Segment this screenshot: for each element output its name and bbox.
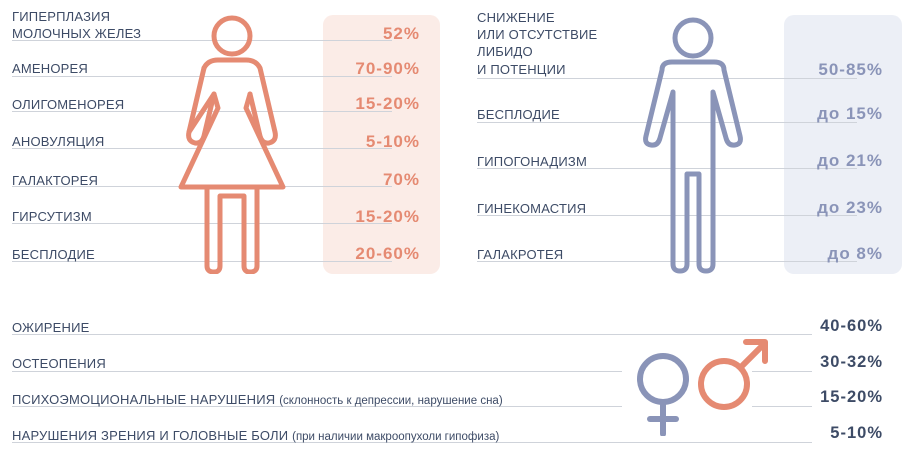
divider-line — [752, 371, 812, 372]
divider-line — [477, 261, 857, 262]
venus-symbol-icon — [637, 353, 689, 436]
female-item-label: ГИПЕРПЛАЗИЯ — [12, 9, 111, 24]
general-item-label-row: ПСИХОЭМОЦИОНАЛЬНЫЕ НАРУШЕНИЯ (склонность… — [12, 392, 503, 409]
divider-line — [12, 40, 392, 41]
mars-symbol-icon — [698, 339, 768, 410]
female-item-value: 15-20% — [355, 207, 420, 226]
male-figure-icon — [643, 17, 743, 274]
divider-line — [12, 334, 812, 335]
male-item-value: до 15% — [817, 104, 883, 123]
female-item-label: БЕСПЛОДИЕ — [12, 247, 95, 262]
general-item-value: 40-60% — [820, 317, 883, 335]
general-item-value: 15-20% — [820, 388, 883, 406]
female-item-value: 52% — [382, 24, 420, 43]
male-values-panel — [784, 15, 902, 274]
general-item-label: ОЖИРЕНИЕ — [12, 320, 90, 335]
divider-line — [477, 215, 857, 216]
general-item-label: ПСИХОЭМОЦИОНАЛЬНЫЕ НАРУШЕНИЯ — [12, 392, 276, 407]
divider-line — [12, 223, 392, 224]
general-item-label: ОСТЕОПЕНИЯ — [12, 356, 106, 371]
female-item-label: АМЕНОРЕЯ — [12, 61, 89, 76]
male-item-label: ГИПОГОНАДИЗМ — [477, 154, 587, 169]
general-item-value: 30-32% — [820, 353, 883, 371]
divider-line — [477, 122, 857, 123]
male-item-label: ГАЛАКРОТЕЯ — [477, 247, 564, 262]
female-values-panel — [323, 15, 440, 274]
divider-line — [12, 261, 392, 262]
male-item-label: ЛИБИДО — [477, 44, 533, 59]
divider-line — [477, 168, 857, 169]
divider-line — [12, 148, 392, 149]
general-item-note: (склонность к депрессии, нарушение сна) — [279, 395, 503, 407]
divider-line — [12, 442, 812, 443]
female-item-label: ОЛИГОМЕНОРЕЯ — [12, 97, 125, 112]
male-item-label: И ПОТЕНЦИИ — [477, 62, 566, 77]
female-item-label: АНОВУЛЯЦИЯ — [12, 134, 105, 149]
general-item-label: НАРУШЕНИЯ ЗРЕНИЯ И ГОЛОВНЫЕ БОЛИ — [12, 428, 289, 443]
divider-line — [12, 371, 622, 372]
divider-line — [12, 406, 622, 407]
general-item-value: 5-10% — [830, 424, 883, 442]
male-item-value: 50-85% — [818, 60, 883, 79]
female-item-value: 70% — [382, 170, 420, 189]
female-item-label: ГИРСУТИЗМ — [12, 209, 92, 224]
female-figure-icon — [178, 15, 286, 274]
male-item-label: ИЛИ ОТСУТСТВИЕ — [477, 27, 598, 42]
female-item-value: 20-60% — [355, 244, 420, 263]
general-item-label-row: НАРУШЕНИЯ ЗРЕНИЯ И ГОЛОВНЫЕ БОЛИ (при на… — [12, 428, 499, 445]
male-item-value: до 8% — [827, 244, 883, 263]
male-item-label: СНИЖЕНИЕ — [477, 10, 555, 25]
divider-line — [477, 78, 857, 79]
male-item-label: ГИНЕКОМАСТИЯ — [477, 201, 587, 216]
female-item-label: ГАЛАКТОРЕЯ — [12, 173, 99, 188]
male-item-label: БЕСПЛОДИЕ — [477, 107, 560, 122]
female-item-value: 5-10% — [365, 132, 420, 151]
female-item-value: 15-20% — [355, 94, 420, 113]
general-item-note: (при наличии макроопухоли гипофиза) — [292, 431, 500, 443]
male-item-value: до 23% — [817, 198, 883, 217]
female-item-value: 70-90% — [355, 59, 420, 78]
divider-line — [752, 406, 812, 407]
male-item-value: до 21% — [817, 151, 883, 170]
female-item-label: МОЛОЧНЫХ ЖЕЛЕЗ — [12, 26, 142, 41]
